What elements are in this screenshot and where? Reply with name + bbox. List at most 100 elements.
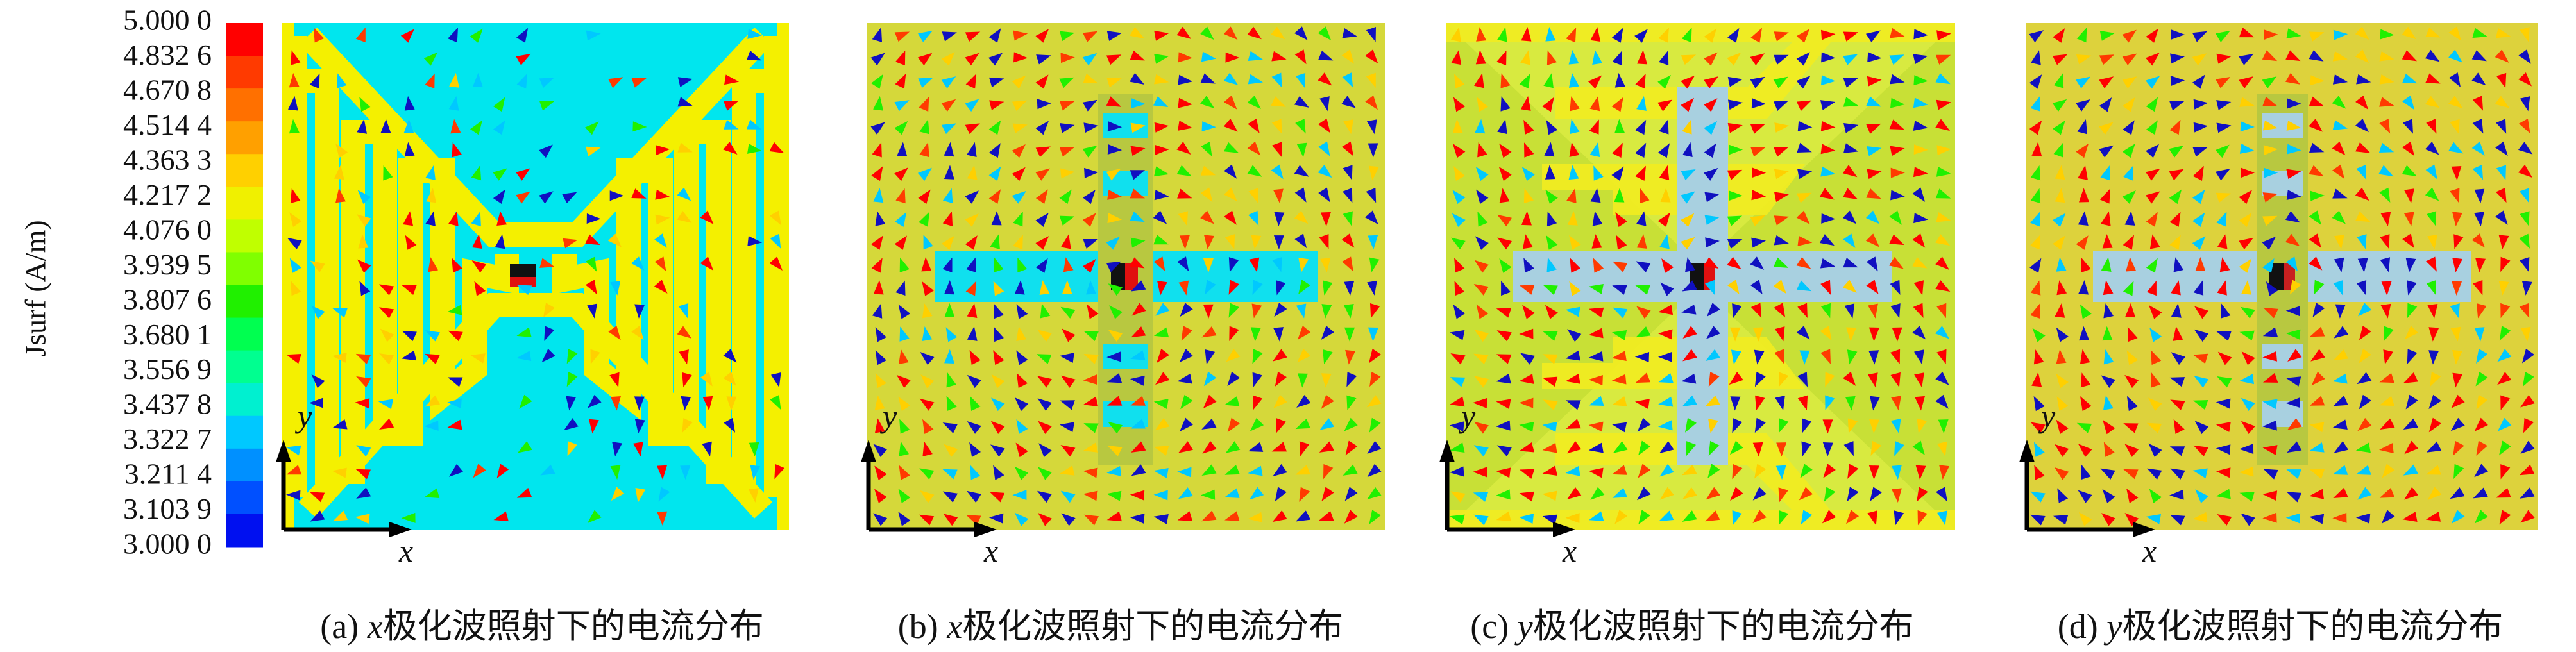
current-arrow bbox=[1130, 188, 1146, 199]
current-arrow bbox=[1913, 97, 1928, 108]
current-arrow bbox=[2122, 53, 2137, 65]
current-arrow bbox=[2405, 258, 2416, 272]
current-arrow bbox=[1474, 260, 1489, 273]
current-arrow bbox=[1201, 141, 1212, 157]
current-arrow bbox=[1496, 489, 1511, 500]
current-arrow bbox=[1542, 421, 1557, 432]
current-arrow bbox=[1224, 164, 1237, 179]
current-arrow bbox=[1473, 353, 1489, 365]
current-arrow bbox=[1297, 373, 1308, 388]
current-arrow bbox=[1519, 491, 1534, 502]
current-arrow bbox=[1523, 142, 1534, 158]
current-arrow bbox=[425, 395, 441, 407]
current-arrow bbox=[1318, 72, 1332, 86]
current-arrow bbox=[1298, 257, 1309, 272]
current-arrow bbox=[588, 419, 599, 434]
current-arrow bbox=[899, 465, 910, 480]
current-arrow bbox=[1497, 119, 1507, 135]
current-arrow bbox=[2472, 28, 2487, 38]
current-arrow bbox=[1062, 280, 1072, 294]
current-arrow bbox=[2289, 280, 2301, 295]
current-arrow bbox=[2216, 331, 2232, 341]
current-arrow bbox=[1727, 122, 1743, 133]
current-arrow bbox=[1450, 396, 1465, 407]
current-arrow bbox=[2287, 441, 2302, 453]
current-arrow bbox=[1890, 167, 1905, 178]
current-arrow bbox=[969, 350, 981, 365]
current-arrow bbox=[1343, 464, 1358, 476]
current-arrow bbox=[380, 119, 391, 133]
current-arrow bbox=[1752, 167, 1767, 178]
current-arrow bbox=[1846, 510, 1860, 524]
current-arrow bbox=[748, 488, 759, 503]
current-arrow bbox=[2263, 145, 2278, 156]
current-arrow bbox=[493, 511, 509, 522]
current-arrow bbox=[1106, 54, 1122, 65]
current-arrow bbox=[655, 214, 670, 225]
current-arrow bbox=[1453, 304, 1466, 319]
current-arrow bbox=[2170, 468, 2185, 480]
current-arrow bbox=[314, 28, 325, 43]
current-arrow bbox=[1083, 73, 1098, 83]
current-arrow bbox=[1750, 280, 1763, 295]
current-arrow bbox=[747, 28, 763, 39]
current-arrow bbox=[2052, 213, 2066, 227]
current-arrow bbox=[1035, 146, 1051, 157]
current-arrow bbox=[1843, 258, 1858, 268]
current-arrow bbox=[2192, 399, 2208, 410]
current-arrow bbox=[586, 213, 601, 224]
current-arrow bbox=[702, 396, 713, 411]
current-arrow bbox=[1935, 119, 1951, 131]
current-arrow bbox=[1615, 212, 1627, 227]
current-arrow bbox=[1224, 142, 1239, 153]
current-arrow bbox=[516, 73, 527, 89]
current-arrow bbox=[447, 398, 462, 409]
current-arrow bbox=[1342, 28, 1357, 38]
current-arrow bbox=[941, 123, 957, 135]
current-arrow bbox=[1200, 489, 1216, 500]
current-arrow bbox=[898, 396, 911, 412]
current-arrow bbox=[1178, 121, 1193, 131]
current-arrow bbox=[1131, 280, 1146, 292]
current-arrow bbox=[1038, 443, 1052, 458]
current-arrow bbox=[2146, 28, 2159, 43]
current-arrow bbox=[2194, 376, 2209, 388]
current-arrow bbox=[2355, 95, 2369, 110]
current-arrow bbox=[2192, 31, 2208, 42]
current-arrow bbox=[2355, 26, 2369, 40]
current-arrow bbox=[1868, 303, 1878, 319]
current-arrow bbox=[516, 191, 530, 204]
current-arrow bbox=[2030, 303, 2040, 319]
current-arrow bbox=[1704, 257, 1719, 269]
current-arrow bbox=[1012, 75, 1026, 89]
current-arrow bbox=[2192, 236, 2206, 250]
current-arrow bbox=[449, 72, 460, 88]
current-arrow bbox=[1611, 330, 1627, 340]
current-arrow bbox=[1611, 166, 1624, 181]
current-arrow bbox=[1865, 30, 1881, 43]
current-arrow bbox=[2287, 98, 2301, 109]
current-arrow bbox=[2286, 121, 2301, 131]
current-arrow bbox=[1913, 54, 1928, 64]
current-arrow bbox=[2476, 394, 2488, 410]
current-arrow bbox=[2378, 443, 2394, 454]
current-arrow bbox=[566, 349, 578, 364]
current-arrow bbox=[1822, 510, 1836, 524]
current-arrow bbox=[1083, 396, 1099, 407]
current-arrow bbox=[873, 96, 884, 111]
current-arrow bbox=[724, 417, 736, 433]
current-arrow bbox=[2496, 187, 2507, 203]
current-arrow bbox=[2403, 487, 2419, 500]
current-arrow bbox=[1779, 510, 1789, 526]
current-arrow bbox=[1227, 417, 1240, 433]
current-arrow bbox=[922, 441, 933, 456]
current-arrow bbox=[2520, 96, 2530, 112]
current-arrow bbox=[1913, 213, 1928, 224]
current-arrow bbox=[920, 490, 935, 503]
current-arrow bbox=[1248, 74, 1263, 85]
current-arrow bbox=[2332, 141, 2346, 156]
current-arrow bbox=[1659, 234, 1670, 249]
current-arrow bbox=[1823, 464, 1836, 478]
current-arrow bbox=[2102, 326, 2113, 341]
current-arrow bbox=[873, 280, 884, 295]
